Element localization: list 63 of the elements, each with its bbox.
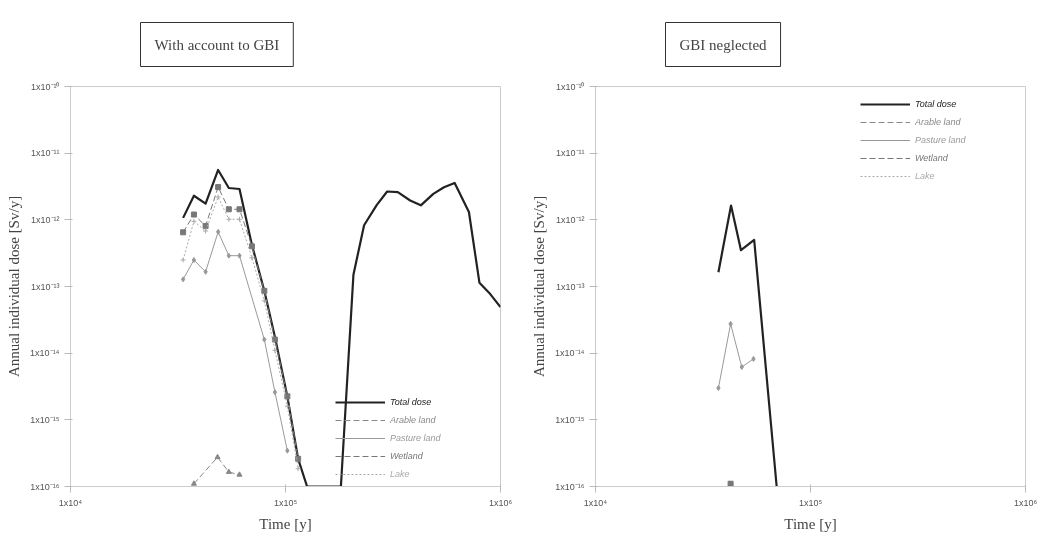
point [236,206,243,213]
text: Arable land [390,415,436,425]
text: Lake [390,469,410,479]
point [261,297,268,304]
x-tick-label: 1x10⁵ [798,497,823,508]
chart-title: GBI neglected [679,36,768,53]
point [248,243,255,250]
y-tick-label: 1x10⁻¹⁵ [30,414,60,425]
text: Pasture land [390,433,441,443]
y-tick-label: 1x10⁻¹⁶ [555,481,585,492]
point [215,194,222,201]
point [261,287,268,294]
point [295,455,302,462]
y-tick-label: 1x10⁻¹³ [555,281,585,292]
point [190,211,197,218]
x-tick-label: 1x10⁴ [58,497,83,508]
y-tick-label: 1x10⁻¹⁵ [555,414,585,425]
point [180,276,186,283]
text: Total dose [390,397,432,407]
text: Pasture land [915,135,966,145]
point [180,256,187,263]
point [284,393,291,400]
point [226,252,231,259]
y-tick-label: 1x10⁻¹³ [30,281,60,292]
point [225,206,232,213]
point [271,347,278,354]
x-axis-title: Time [y] [784,515,837,532]
y-axis-title: Annual individual dose [Sv/y] [531,195,548,378]
y-axis-title: Annual individual dose [Sv/y] [6,195,23,378]
x-tick-label: 1x10⁶ [488,497,513,508]
y-tick-label: 1x10⁻¹² [30,214,60,225]
y-tick-label: 1x10⁻¹⁶ [30,481,60,492]
y-tick-label: 1x10⁻¹⁰ [555,81,585,92]
y-tick-label: 1x10⁻¹⁴ [555,348,585,359]
point [237,252,242,259]
y-tick-label: 1x10⁻¹¹ [30,148,60,159]
y-tick-label: 1x10⁻¹² [555,214,585,225]
point [203,268,208,275]
y-tick-label: 1x10⁻¹⁰ [30,81,60,92]
point [248,254,255,261]
text: Wetland [390,451,423,461]
chart-title: With account to GBI [154,36,280,53]
text: Total dose [915,99,957,109]
y-tick-label: 1x10⁻¹¹ [555,148,585,159]
x-tick-label: 1x10⁵ [273,497,298,508]
point [202,228,209,234]
point [284,403,291,410]
point [215,184,222,191]
point [215,228,221,235]
legend-label: Arable land [915,117,961,127]
point [225,216,232,223]
x-tick-label: 1x10⁴ [583,497,608,508]
point [295,465,302,472]
x-tick-label: 1x10⁶ [1013,497,1038,508]
point [236,216,243,223]
x-axis-title: Time [y] [259,515,312,532]
legend-label: Lake [915,171,935,181]
point [202,222,209,229]
point [180,229,187,236]
text: Wetland [915,153,948,163]
y-tick-label: 1x10⁻¹⁴ [30,348,60,359]
point [191,256,197,263]
point [190,218,197,225]
